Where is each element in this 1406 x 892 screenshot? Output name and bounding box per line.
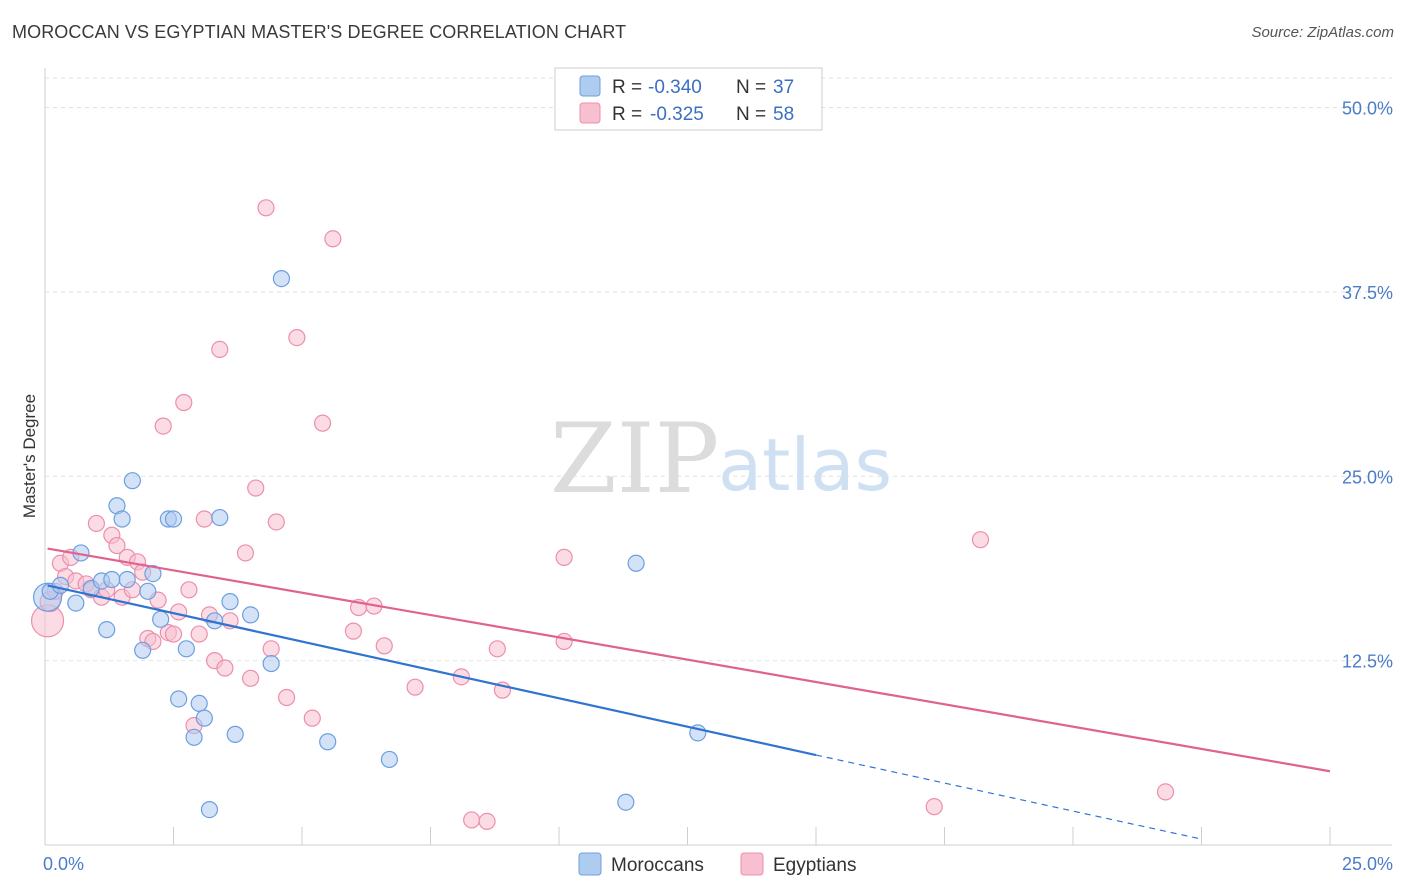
chart-title: MOROCCAN VS EGYPTIAN MASTER'S DEGREE COR… — [12, 22, 627, 42]
egyptians-trend-line — [47, 547, 1331, 773]
moroccans-trend-extension — [815, 754, 1202, 840]
moroccans-point — [200, 800, 219, 819]
moroccans-point — [134, 641, 152, 659]
y-axis-label: Master's Degree — [20, 394, 39, 518]
moroccans-point — [118, 570, 136, 589]
egyptians-point — [216, 659, 234, 677]
watermark-atlas: atlas — [718, 423, 892, 507]
moroccans-point — [617, 793, 635, 811]
legend-moroccans-swatch — [579, 75, 601, 97]
moroccans-point — [211, 508, 229, 527]
moroccans-point — [272, 270, 291, 288]
bottom-legend-egyptians-swatch — [740, 852, 764, 876]
egyptians-point — [262, 640, 280, 658]
egyptians-point — [87, 514, 106, 533]
moroccans-point — [144, 564, 162, 583]
legend-egyptians-r-value: -0.325 — [650, 104, 704, 125]
watermark: ZIP atlas — [550, 403, 892, 515]
egyptians-point — [247, 479, 265, 497]
moroccans-points — [32, 270, 707, 819]
moroccans-point — [242, 606, 260, 624]
x-tick-label: 0.0% — [43, 854, 84, 874]
egyptians-point — [108, 536, 126, 555]
legend-moroccans-n-value: 37 — [773, 77, 794, 98]
egyptians-point — [195, 510, 213, 528]
grid-lines — [45, 77, 1392, 662]
bottom-legend-moroccans-swatch — [578, 852, 602, 876]
legend-egyptians-swatch — [579, 102, 601, 124]
egyptians-point — [154, 417, 172, 435]
egyptians-point — [478, 812, 496, 831]
moroccans-point — [185, 728, 203, 746]
egyptians-point — [1156, 783, 1175, 801]
egyptians-point — [406, 678, 424, 696]
egyptians-point — [180, 581, 198, 599]
moroccans-point — [627, 554, 645, 572]
egyptians-point — [211, 340, 229, 358]
moroccans-point — [98, 621, 116, 639]
moroccans-point — [113, 510, 131, 528]
egyptians-point — [288, 329, 306, 347]
moroccans-point — [123, 472, 141, 490]
egyptians-point — [313, 414, 332, 432]
egyptians-point — [277, 688, 296, 707]
moroccans-point — [67, 594, 85, 612]
egyptians-point — [555, 632, 573, 651]
moroccans-point — [139, 582, 157, 600]
egyptians-point — [267, 513, 285, 531]
y-tick-label: 37.5% — [1342, 283, 1393, 303]
egyptians-point — [925, 798, 943, 816]
egyptians-point — [971, 531, 990, 549]
egyptians-point — [242, 669, 260, 687]
y-tick-label: 50.0% — [1342, 99, 1393, 119]
moroccans-point — [262, 654, 280, 673]
egyptians-point — [344, 622, 362, 640]
legend-moroccans-r-label: R = — [612, 77, 642, 98]
y-tick-label: 12.5% — [1342, 652, 1393, 672]
moroccans-point — [221, 593, 239, 611]
legend-egyptians-r-label: R = — [612, 104, 642, 125]
moroccans-point — [226, 725, 244, 743]
egyptians-point — [375, 637, 393, 655]
moroccans-point — [103, 570, 121, 589]
moroccans-point — [164, 510, 183, 528]
egyptians-point — [463, 811, 481, 829]
egyptians-point — [236, 544, 255, 562]
x-tick-label: 25.0% — [1342, 854, 1393, 874]
axes — [44, 68, 1392, 846]
moroccans-point — [152, 610, 170, 628]
y-tick-label: 25.0% — [1342, 467, 1393, 487]
moroccans-point — [190, 694, 208, 713]
moroccans-point — [170, 690, 188, 708]
egyptians-point — [164, 625, 183, 643]
source-label: Source: ZipAtlas.com — [1251, 24, 1394, 41]
egyptians-point — [303, 709, 321, 727]
series-legend: Moroccans Egyptians — [578, 852, 856, 876]
egyptians-point — [257, 199, 275, 217]
egyptians-point — [170, 603, 188, 621]
bottom-legend-moroccans-label: Moroccans — [611, 855, 704, 876]
egyptians-point — [555, 548, 573, 566]
legend-egyptians-n-label: N = — [736, 104, 766, 125]
moroccans-point — [380, 750, 398, 769]
correlation-legend: R = -0.340 N = 37 R = -0.325 N = 58 — [554, 67, 823, 131]
moroccans-trend-line — [47, 584, 817, 757]
moroccans-point — [177, 640, 195, 658]
egyptians-point — [190, 625, 208, 643]
moroccans-point — [51, 576, 70, 595]
legend-moroccans-r-value: -0.340 — [648, 77, 702, 98]
egyptians-point — [324, 230, 342, 248]
egyptians-point — [488, 640, 506, 658]
legend-egyptians-n-value: 58 — [773, 104, 794, 125]
tick-labels: 12.5% 25.0% 37.5% 50.0% 0.0% 25.0% — [43, 99, 1393, 875]
watermark-zip: ZIP — [550, 403, 719, 515]
moroccans-point — [195, 709, 213, 727]
bottom-legend-egyptians-label: Egyptians — [773, 855, 856, 876]
legend-moroccans-n-label: N = — [736, 77, 766, 98]
egyptians-point — [175, 393, 193, 412]
moroccans-point — [319, 733, 337, 751]
trend-lines — [47, 547, 1331, 840]
